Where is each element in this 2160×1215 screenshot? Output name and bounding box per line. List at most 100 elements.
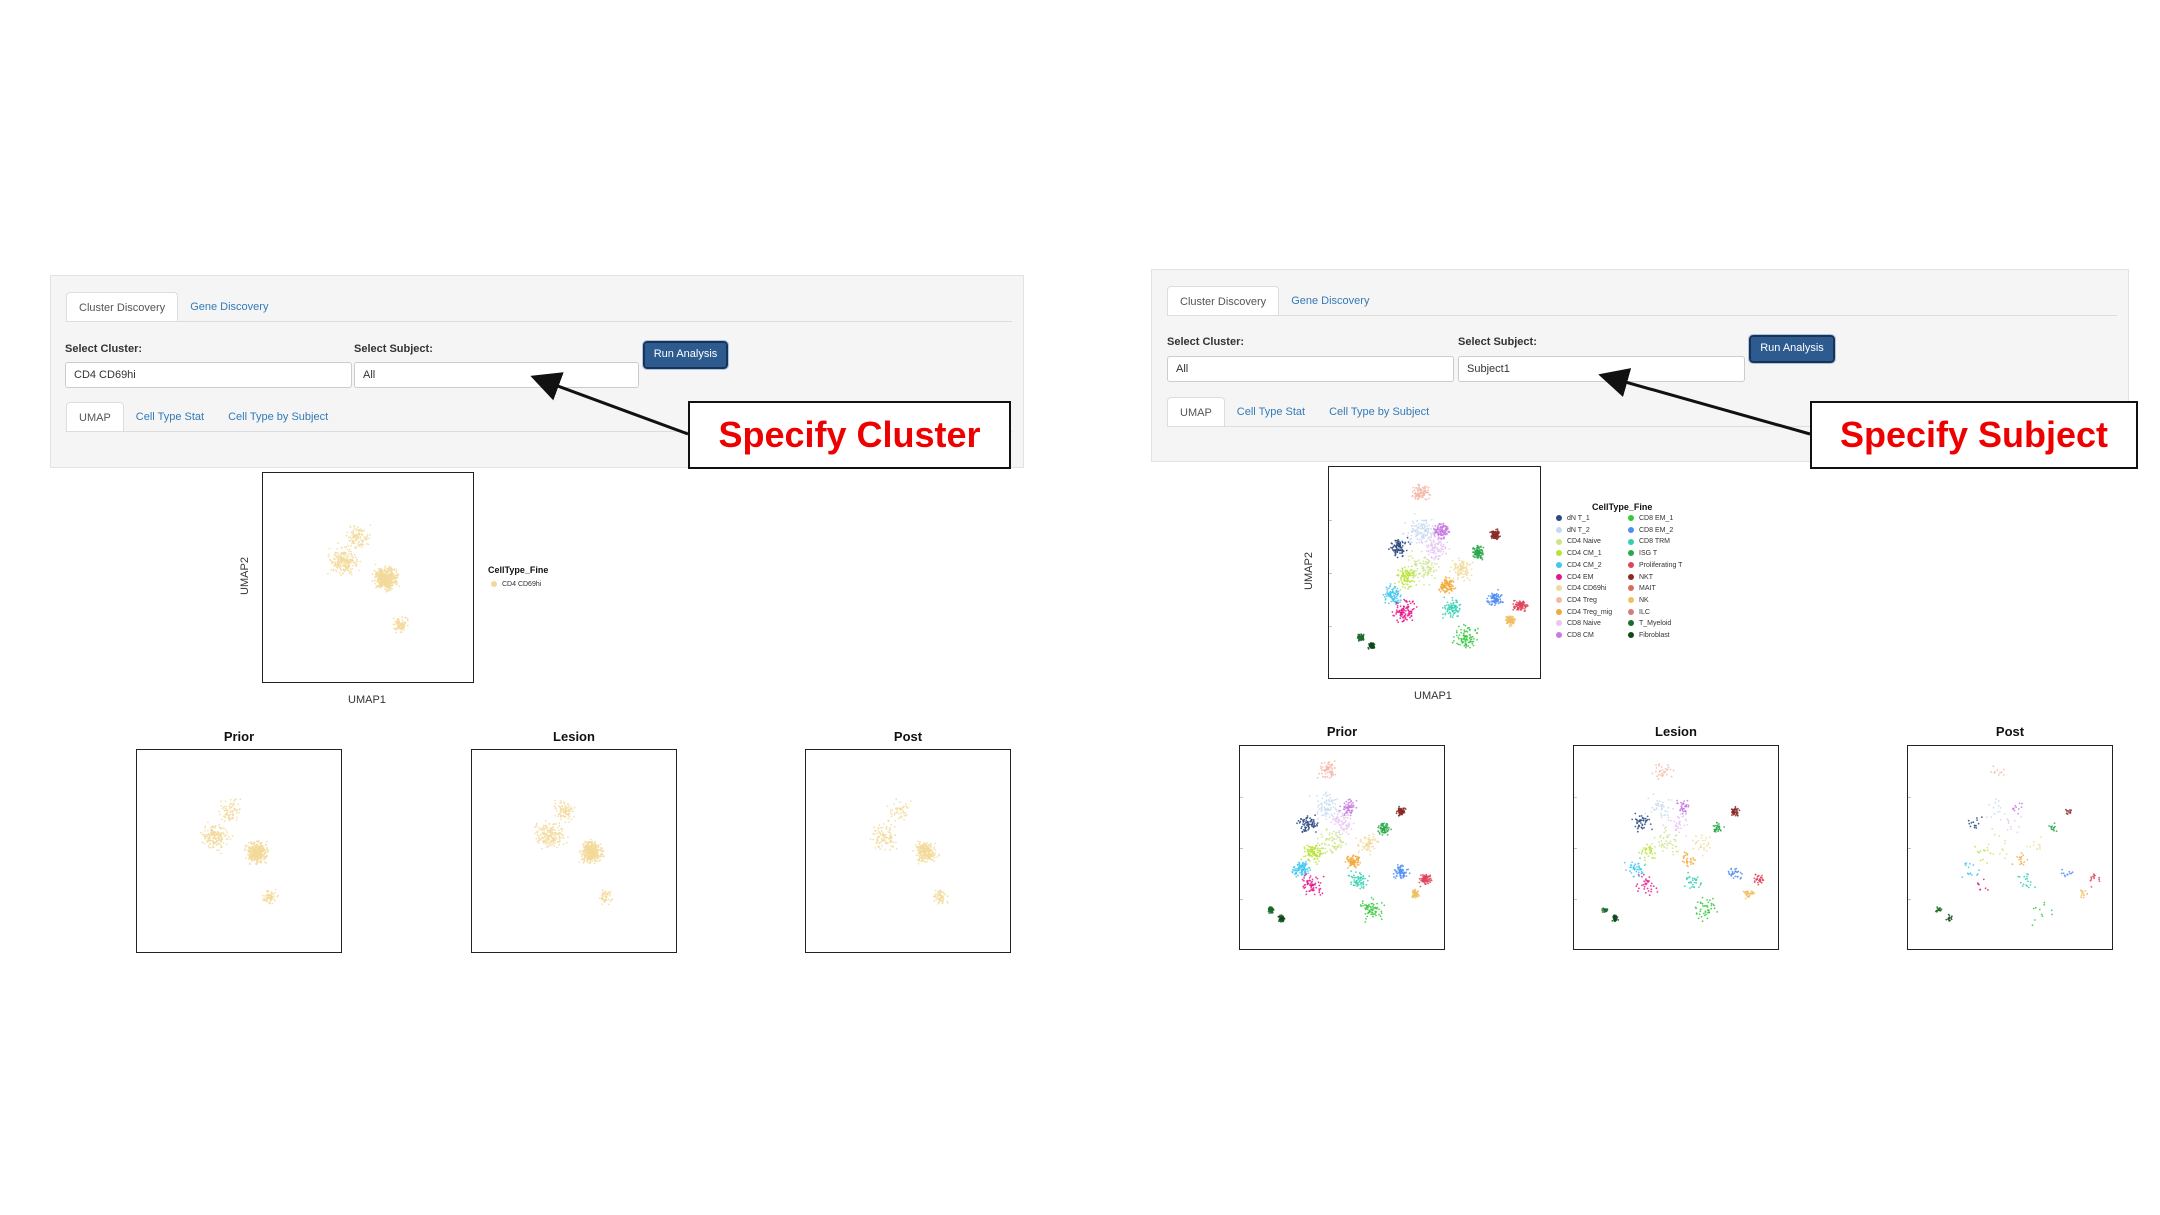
legend-item: dN T_1 <box>1556 514 1590 524</box>
legend-item: dN T_2 <box>1556 526 1590 536</box>
legend-item: CD4 Treg <box>1556 596 1597 606</box>
tab-gene-discovery[interactable]: Gene Discovery <box>1291 295 1370 307</box>
legend-label: CD8 EM_1 <box>1639 515 1674 522</box>
legend-item: NKT <box>1628 573 1653 583</box>
left-legend-item: CD4 CD69hi <box>491 580 541 590</box>
legend-item: Fibroblast <box>1628 631 1670 641</box>
legend-swatch <box>1556 597 1562 604</box>
legend-item: CD4 CD69hi <box>1556 584 1606 594</box>
legend-label: Fibroblast <box>1639 632 1670 639</box>
left-subject-select[interactable]: All <box>354 362 639 388</box>
left-main-tabs: Cluster Discovery Gene Discovery <box>66 292 280 322</box>
right-facet-title-prior: Prior <box>1326 724 1358 739</box>
legend-swatch <box>1628 550 1634 557</box>
legend-label: MAIT <box>1639 585 1656 593</box>
tab-cluster-discovery[interactable]: Cluster Discovery <box>66 292 179 322</box>
legend-label: CD8 CM <box>1567 632 1594 639</box>
legend-label: CD4 CM_1 <box>1567 550 1602 558</box>
left-run-analysis-button[interactable]: Run Analysis <box>642 340 729 370</box>
right-y-axis-label: UMAP2 <box>1302 552 1315 590</box>
specify-subject-callout: Specify Subject <box>1810 401 2138 469</box>
legend-item: CD4 Treg_mig <box>1556 608 1612 618</box>
legend-item: NK <box>1628 596 1649 606</box>
right-facet-lesion-svg <box>1574 763 1765 923</box>
right-x-axis-label: UMAP1 <box>1414 690 1452 702</box>
legend-swatch <box>1556 585 1562 592</box>
right-main-umap-svg <box>1329 483 1529 650</box>
legend-item: ISG T <box>1628 549 1657 559</box>
legend-item: CD8 EM_1 <box>1628 514 1673 524</box>
legend-label: T_Myeloid <box>1639 620 1672 628</box>
tab-cell-type-stat[interactable]: Cell Type Stat <box>135 411 205 423</box>
left-facet-prior-svg <box>200 798 280 905</box>
left-sub-tabs: UMAP Cell Type Stat Cell Type by Subject <box>66 402 340 432</box>
legend-item: ILC <box>1628 608 1650 618</box>
right-facet-plot-lesion <box>1573 745 1779 950</box>
right-sub-tabs: UMAP Cell Type Stat Cell Type by Subject <box>1167 397 1441 427</box>
left-main-umap-svg <box>327 524 409 634</box>
left-cluster-label: Select Cluster: <box>65 343 143 355</box>
legend-item: CD8 CM <box>1556 631 1594 641</box>
tab-cell-type-by-subject[interactable]: Cell Type by Subject <box>1329 406 1430 418</box>
legend-label: CD8 Naive <box>1567 620 1601 628</box>
legend-label: dN T_1 <box>1567 515 1590 522</box>
left-subject-label: Select Subject: <box>354 343 433 355</box>
legend-label: CD4 CM_2 <box>1567 561 1602 569</box>
legend-swatch <box>1556 550 1562 557</box>
right-main-tabs-divider <box>1167 315 2117 316</box>
left-x-axis-label: UMAP1 <box>348 694 386 706</box>
right-facet-post-svg <box>1908 765 2101 927</box>
right-main-umap-plot <box>1328 466 1541 679</box>
legend-swatch <box>1556 632 1562 639</box>
tab-cell-type-stat[interactable]: Cell Type Stat <box>1236 406 1306 418</box>
tab-umap[interactable]: UMAP <box>66 402 124 432</box>
legend-label: CD4 CD69hi <box>502 581 542 588</box>
legend-swatch <box>1556 573 1562 580</box>
legend-label: CD4 Naive <box>1567 538 1601 546</box>
tab-umap[interactable]: UMAP <box>1167 397 1225 427</box>
legend-swatch <box>1556 561 1562 568</box>
legend-label: ILC <box>1639 608 1650 616</box>
legend-swatch <box>1628 515 1634 522</box>
left-facet-lesion-svg <box>534 799 613 906</box>
left-facet-plot-prior <box>136 749 342 953</box>
legend-swatch <box>491 581 497 588</box>
right-facet-title-lesion: Lesion <box>1655 724 1697 739</box>
tab-cell-type-by-subject[interactable]: Cell Type by Subject <box>228 411 329 423</box>
legend-label: CD4 EM <box>1567 573 1594 581</box>
left-y-axis-label: UMAP2 <box>238 557 251 595</box>
legend-item: Proliferating T <box>1628 561 1682 571</box>
right-cluster-select[interactable]: All <box>1167 356 1454 382</box>
legend-swatch <box>1556 526 1562 533</box>
legend-swatch <box>1628 573 1634 580</box>
legend-label: dN T_2 <box>1567 526 1590 534</box>
right-main-tabs: Cluster Discovery Gene Discovery <box>1167 286 1381 316</box>
left-facet-plot-post <box>805 749 1011 953</box>
legend-label: CD4 Treg_mig <box>1567 608 1613 616</box>
legend-swatch <box>1628 608 1634 615</box>
left-facet-title-prior: Prior <box>223 729 255 744</box>
legend-item: MAIT <box>1628 584 1656 594</box>
legend-label: NK <box>1639 596 1649 604</box>
legend-item: CD8 EM_2 <box>1628 526 1673 536</box>
legend-swatch <box>1628 526 1634 533</box>
legend-label: CD8 TRM <box>1639 538 1670 546</box>
legend-swatch <box>1556 608 1562 615</box>
right-run-analysis-button[interactable]: Run Analysis <box>1748 334 1836 364</box>
specify-cluster-callout: Specify Cluster <box>688 401 1011 469</box>
right-facet-prior-svg <box>1240 760 1433 923</box>
left-main-umap-plot <box>262 472 474 683</box>
left-cluster-select[interactable]: CD4 CD69hi <box>65 362 352 388</box>
legend-swatch <box>1556 620 1562 627</box>
legend-swatch <box>1628 538 1634 545</box>
legend-item: T_Myeloid <box>1628 619 1671 629</box>
legend-swatch <box>1628 585 1634 592</box>
tab-cluster-discovery[interactable]: Cluster Discovery <box>1167 286 1280 316</box>
legend-swatch <box>1556 538 1562 545</box>
legend-label: CD4 Treg <box>1567 596 1597 604</box>
tab-gene-discovery[interactable]: Gene Discovery <box>190 301 269 313</box>
left-facet-plot-lesion <box>471 749 677 953</box>
right-subject-select[interactable]: Subject1 <box>1458 356 1745 382</box>
legend-label: NKT <box>1639 573 1653 581</box>
legend-swatch <box>1556 515 1562 522</box>
